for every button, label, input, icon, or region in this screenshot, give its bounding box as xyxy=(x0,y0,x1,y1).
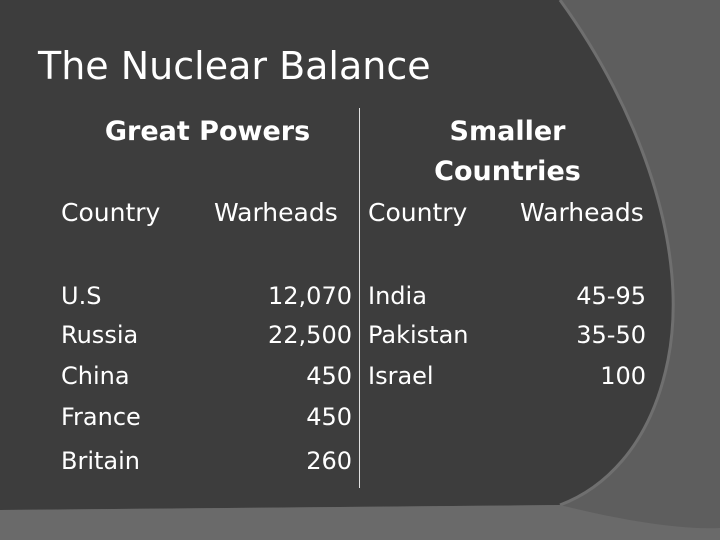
table-row-warheads: 450 xyxy=(306,403,352,431)
column-divider xyxy=(359,108,360,488)
table-row-country: Russia xyxy=(61,321,139,349)
table-row-country: U.S xyxy=(61,282,102,310)
table-row-warheads: 260 xyxy=(306,447,352,475)
table-row-country: Pakistan xyxy=(368,321,469,349)
smaller-heading-line1: Smaller xyxy=(449,116,566,147)
table-row-warheads: 450 xyxy=(306,362,352,390)
table-row-country: India xyxy=(368,282,427,310)
smaller-countries-heading: Smaller Countries xyxy=(365,112,650,192)
great-powers-country-header: Country xyxy=(61,198,161,227)
table-row-warheads: 12,070 xyxy=(268,282,352,310)
slide-title: The Nuclear Balance xyxy=(38,44,431,88)
table-row-country: China xyxy=(61,362,130,390)
table-row-country: France xyxy=(61,403,141,431)
great-powers-warheads-header: Warheads xyxy=(214,198,338,227)
table-row-warheads: 100 xyxy=(600,362,646,390)
table-row-warheads: 22,500 xyxy=(268,321,352,349)
table-row-country: Britain xyxy=(61,447,140,475)
smaller-country-header: Country xyxy=(368,198,468,227)
table-row-warheads: 35-50 xyxy=(576,321,646,349)
table-row-warheads: 45-95 xyxy=(576,282,646,310)
smaller-warheads-header: Warheads xyxy=(520,198,644,227)
smaller-heading-line2: Countries xyxy=(434,156,581,187)
table-row-country: Israel xyxy=(368,362,434,390)
great-powers-heading: Great Powers xyxy=(104,116,311,147)
